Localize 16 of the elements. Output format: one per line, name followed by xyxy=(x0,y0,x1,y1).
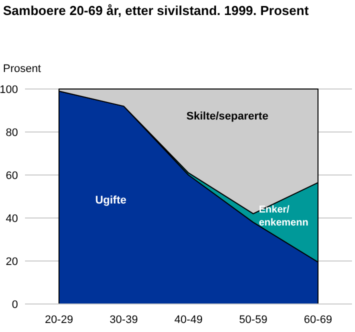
chart-title: Samboere 20-69 år, etter sivilstand. 1999. Prosent xyxy=(3,3,310,18)
y-axis-title: Prosent xyxy=(3,63,41,75)
x-tick-label: 60-69 xyxy=(304,314,332,326)
y-tick-label: 40 xyxy=(6,213,18,225)
series-label: Skilte/separerte xyxy=(186,110,268,122)
x-tick-label: 30-39 xyxy=(110,314,138,326)
series-label: Ugifte xyxy=(95,194,126,207)
y-tick-label: 100 xyxy=(0,84,18,96)
x-tick-label: 40-49 xyxy=(174,314,203,326)
y-tick-label: 20 xyxy=(6,256,18,268)
y-tick-label: 80 xyxy=(6,127,18,139)
series-label: Enker/ enkemenn xyxy=(258,204,308,229)
y-tick-label: 0 xyxy=(12,299,18,311)
x-tick-label: 20-29 xyxy=(44,314,74,326)
y-tick-label: 60 xyxy=(6,170,18,182)
x-tick-label: 50-59 xyxy=(239,314,268,326)
